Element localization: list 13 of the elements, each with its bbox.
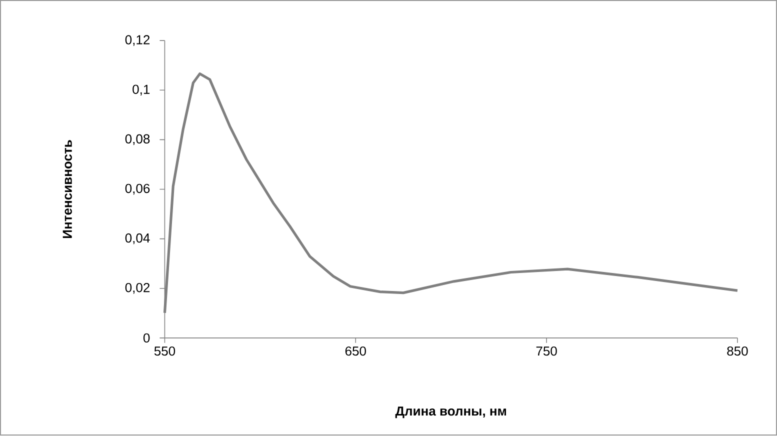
y-tick-label: 0 <box>143 334 150 343</box>
y-axis-title: Интенсивность <box>62 140 72 238</box>
x-axis-title: Длина волны, нм <box>395 406 506 418</box>
y-tick-label: 0,02 <box>125 283 150 294</box>
y-tick-label: 0,12 <box>125 35 150 46</box>
x-tick-label: 650 <box>345 346 366 356</box>
x-tick-label: 750 <box>536 346 557 356</box>
x-tick-label: 550 <box>154 346 176 356</box>
x-tick-label: 850 <box>727 346 748 356</box>
y-tick-label: 0,08 <box>125 134 150 146</box>
y-tick-label: 0,1 <box>132 84 150 96</box>
y-tick-label: 0,06 <box>125 184 150 195</box>
y-tick-label: 0,04 <box>125 234 150 244</box>
